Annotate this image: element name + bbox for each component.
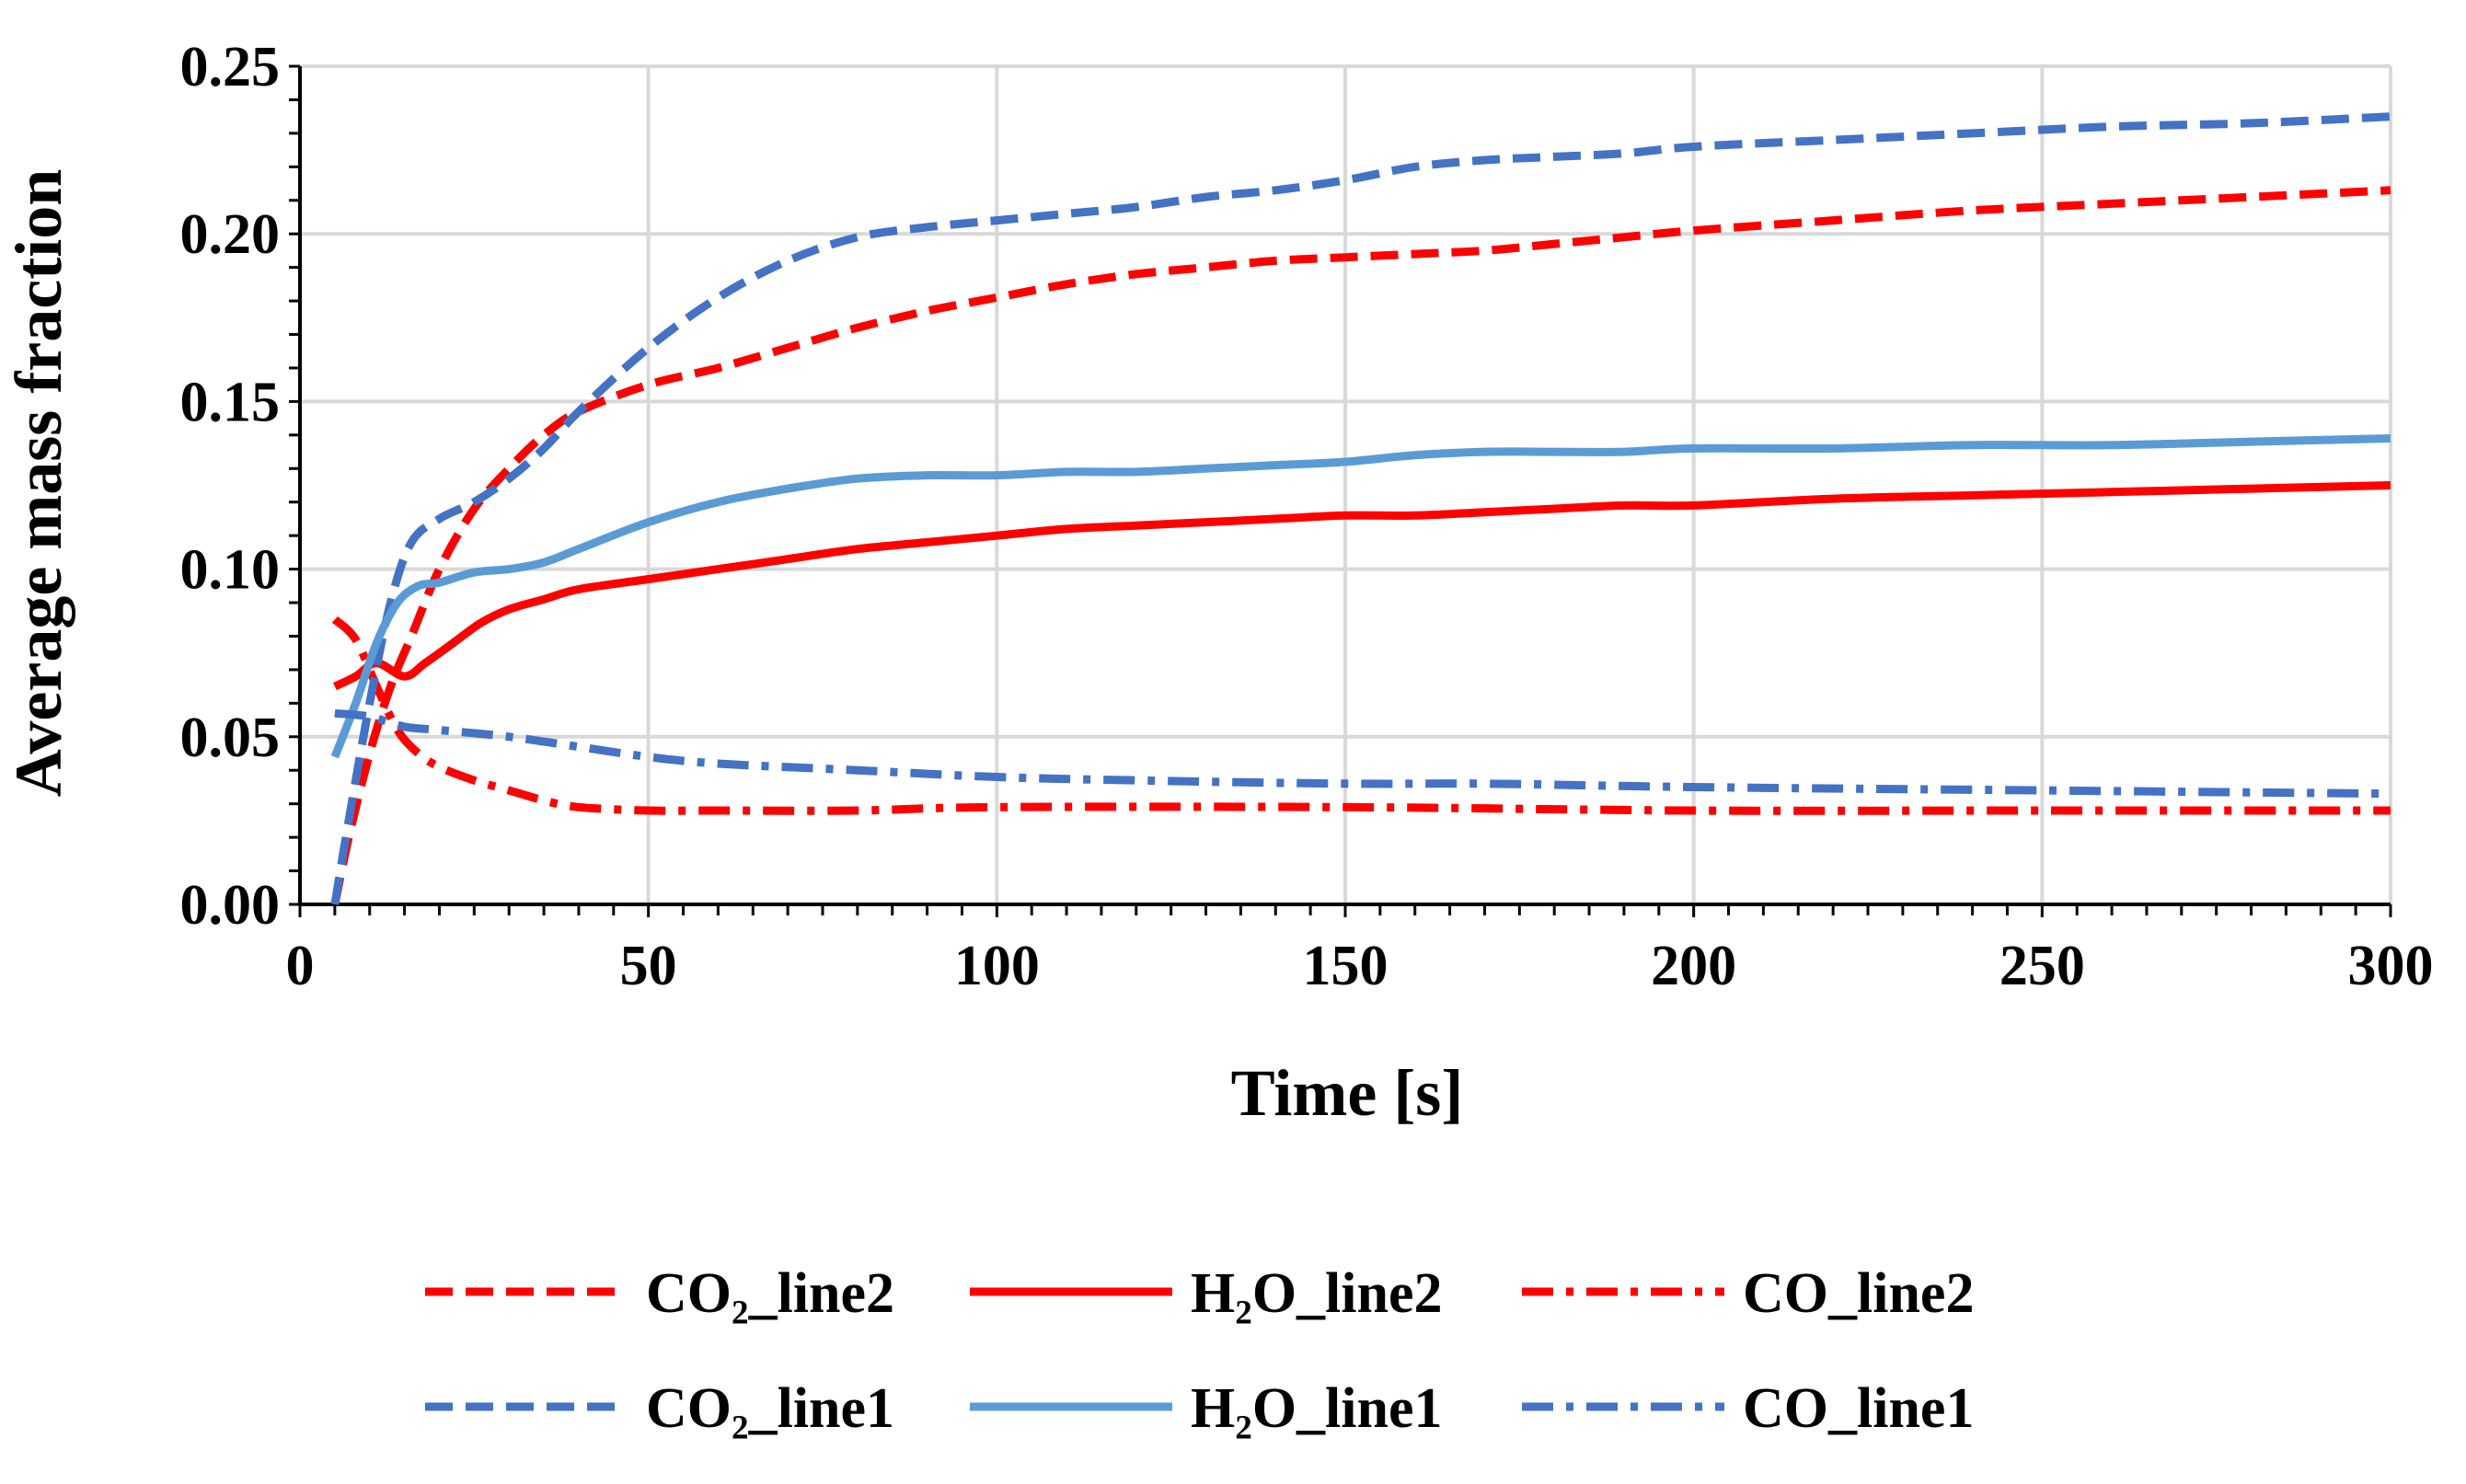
x-tick-label: 250 xyxy=(1999,935,2085,997)
x-tick-label: 100 xyxy=(954,935,1040,997)
series-line-co2-line2 xyxy=(330,186,2391,905)
legend-label: H₂O_line2 xyxy=(1191,1262,1443,1325)
legend-item-co-line1: CO_line1 xyxy=(1522,1377,1974,1440)
series xyxy=(330,112,2391,905)
x-tick-label: 200 xyxy=(1651,935,1736,997)
x-axis-label: Time [s] xyxy=(1231,1056,1464,1130)
y-tick-label: 0.20 xyxy=(180,203,281,266)
series-line-h2o-line2 xyxy=(332,481,2391,691)
series-line-co2-line1 xyxy=(330,112,2391,905)
grid xyxy=(300,64,2392,904)
legend-label: CO_line2 xyxy=(1743,1262,1974,1325)
legend-item-co2-line1: CO₂_line1 xyxy=(425,1377,894,1440)
y-tick-label: 0.10 xyxy=(180,539,281,602)
x-tick-label: 50 xyxy=(620,935,677,997)
x-tick-label: 0 xyxy=(286,935,315,997)
series-line-h2o-line1 xyxy=(330,434,2391,759)
legend-label: H₂O_line1 xyxy=(1191,1377,1443,1440)
y-axis-label: Average mass fraction xyxy=(2,169,75,797)
y-tick-label: 0.15 xyxy=(180,371,281,433)
y-tick-label: 0.25 xyxy=(180,36,281,98)
y-tick-label: 0.05 xyxy=(180,707,281,769)
axes xyxy=(289,64,2392,917)
legend-item-co-line2: CO_line2 xyxy=(1522,1262,1974,1325)
legend-item-h2o-line2: H₂O_line2 xyxy=(970,1262,1443,1325)
legend-item-h2o-line1: H₂O_line1 xyxy=(970,1377,1443,1440)
y-tick-label: 0.00 xyxy=(180,874,281,937)
series-line-co-line2 xyxy=(331,615,2391,815)
legend-label: CO₂_line1 xyxy=(646,1377,894,1440)
x-tick-label: 300 xyxy=(2348,935,2434,997)
legend-item-co2-line2: CO₂_line2 xyxy=(425,1262,894,1325)
legend-label: CO_line1 xyxy=(1743,1377,1974,1440)
series-line-co-line1 xyxy=(334,708,2391,799)
tick-labels: 0 50 100 150 200 250 300 0.00 0.05 0.10 0.15 0.20 0.… xyxy=(180,36,2434,997)
x-tick-label: 150 xyxy=(1303,935,1389,997)
legend: CO₂_line2 H₂O_line2 CO_line2 CO₂_line1 H₂O_l… xyxy=(425,1262,1974,1440)
legend-label: CO₂_line2 xyxy=(646,1262,894,1325)
